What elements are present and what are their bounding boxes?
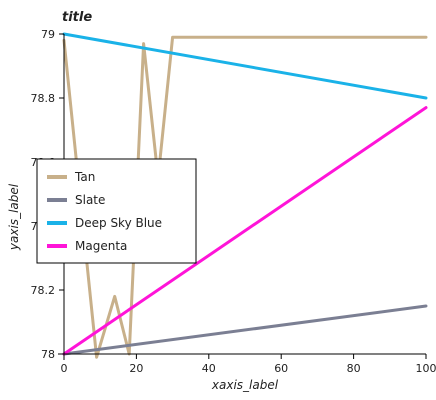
x-tick-label: 40 bbox=[202, 362, 216, 375]
x-tick-label: 20 bbox=[129, 362, 143, 375]
series-line-magenta bbox=[62, 106, 428, 356]
x-tick-label: 100 bbox=[416, 362, 436, 375]
legend-label-deep-sky-blue: Deep Sky Blue bbox=[75, 216, 162, 230]
y-tick-label: 78.2 bbox=[31, 284, 56, 297]
legend-label-slate: Slate bbox=[75, 193, 105, 207]
x-axis-title: xaxis_label bbox=[211, 378, 279, 392]
y-tick-label: 78.8 bbox=[31, 92, 56, 105]
series-line-deep-sky-blue bbox=[62, 32, 428, 100]
x-tick-label: 80 bbox=[347, 362, 361, 375]
x-tick-label: 60 bbox=[274, 362, 288, 375]
legend-label-magenta: Magenta bbox=[75, 239, 127, 253]
y-tick-label: 78 bbox=[41, 348, 55, 361]
legend-label-tan: Tan bbox=[74, 170, 95, 184]
y-tick-label: 79 bbox=[41, 28, 55, 41]
x-tick-label: 0 bbox=[61, 362, 68, 375]
legend: Tan Slate Deep Sky Blue Magenta bbox=[36, 158, 197, 264]
series-line-slate bbox=[62, 304, 428, 356]
y-axis-title: yaxis_label bbox=[7, 183, 21, 251]
chart-title: title bbox=[62, 10, 92, 25]
